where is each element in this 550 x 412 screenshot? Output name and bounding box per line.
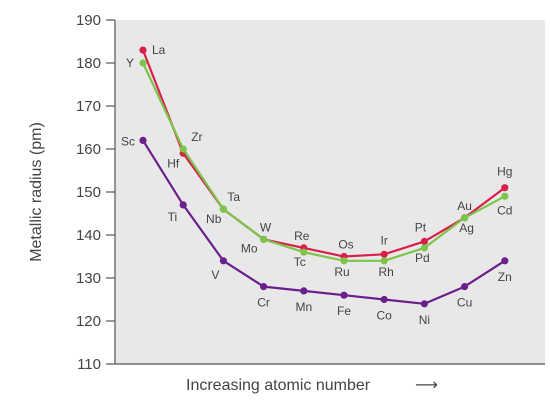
data-point-zn (501, 257, 509, 265)
point-label-rh: Rh (379, 265, 394, 279)
data-point-ir (380, 250, 388, 258)
data-point-co (380, 295, 388, 304)
data-point-ti (179, 201, 187, 209)
point-label-ru: Ru (334, 265, 349, 279)
data-point-zr (179, 145, 187, 153)
series-0: Sc Ti V Cr Mn Fe Co Ni Cu Zn (121, 134, 512, 326)
x-axis-arrow: ⟶ (415, 377, 438, 394)
x-axis-title: Increasing atomic number (186, 377, 371, 394)
data-point-ru (340, 257, 348, 265)
data-point-cd (501, 192, 509, 200)
point-label-sc: Sc (121, 134, 135, 148)
data-point-cu (461, 283, 469, 291)
point-label-zr: Zr (191, 130, 202, 144)
point-label-ni: Ni (419, 313, 430, 327)
y-tick-label: 170 (76, 98, 101, 115)
y-axis-title: Metallic radius (pm) (28, 122, 45, 262)
point-label-pd: Pd (415, 251, 430, 265)
point-label-ti: Ti (168, 210, 178, 224)
point-label-hf: Hf (167, 156, 180, 170)
y-tick-label: 110 (77, 356, 101, 373)
data-point-fe (340, 291, 348, 299)
plot-background (115, 20, 545, 364)
y-tick-label: 190 (76, 12, 101, 29)
data-point-la (139, 46, 147, 54)
data-point-ni (420, 300, 428, 308)
point-label-cu: Cu (457, 296, 472, 310)
series-line (142, 62, 506, 262)
point-label-mo: Mo (241, 241, 258, 255)
data-point-rh (380, 257, 388, 265)
point-label-os: Os (338, 238, 353, 252)
point-label-ir: Ir (381, 233, 388, 247)
data-point-tc (300, 248, 308, 256)
point-label-ta: Ta (227, 190, 240, 204)
series-line (141, 49, 506, 258)
point-label-fe: Fe (337, 304, 351, 318)
point-label-cd: Cd (497, 203, 512, 217)
point-label-hg: Hg (497, 165, 512, 179)
y-tick-label: 150 (76, 184, 101, 201)
point-label-cr: Cr (257, 296, 270, 310)
point-label-la: La (152, 43, 166, 57)
data-point-mn (300, 287, 308, 295)
y-tick-label: 160 (76, 141, 101, 158)
data-point-sc (139, 136, 147, 144)
series-2: Y Zr Nb Mo Tc Ru Rh Pd Ag Cd (126, 56, 512, 279)
y-tick-label: 130 (76, 270, 101, 287)
point-label-ag: Ag (459, 221, 474, 235)
y-tick-label: 120 (76, 313, 101, 330)
point-label-re: Re (294, 229, 310, 243)
data-point-nb (219, 205, 227, 213)
y-tick-group: 110 120 130 140 150 160 170 180 190 (76, 12, 115, 373)
point-label-v: V (211, 268, 219, 282)
point-label-co: Co (377, 309, 393, 323)
series-group: Sc Ti V Cr Mn Fe Co Ni Cu Zn La Hf Ta W Re Os Ir Pt Au Hg Y Z… (121, 43, 512, 327)
point-label-w: W (260, 220, 272, 234)
series-line (142, 139, 506, 305)
y-tick-label: 140 (76, 227, 101, 244)
point-label-y: Y (126, 56, 134, 70)
point-label-nb: Nb (206, 212, 222, 226)
point-label-zn: Zn (498, 270, 512, 284)
data-point-y (139, 59, 147, 67)
point-label-au: Au (457, 199, 472, 213)
data-point-pt (420, 237, 428, 245)
data-point-ag (461, 214, 469, 222)
data-point-pd (420, 244, 428, 252)
data-point-v (219, 257, 227, 265)
point-label-pt: Pt (415, 220, 427, 234)
point-label-mn: Mn (295, 300, 312, 314)
data-point-hg (501, 184, 509, 192)
point-label-tc: Tc (294, 255, 306, 269)
data-point-mo (260, 235, 268, 243)
data-point-cr (260, 283, 268, 291)
y-tick-label: 180 (76, 55, 101, 72)
